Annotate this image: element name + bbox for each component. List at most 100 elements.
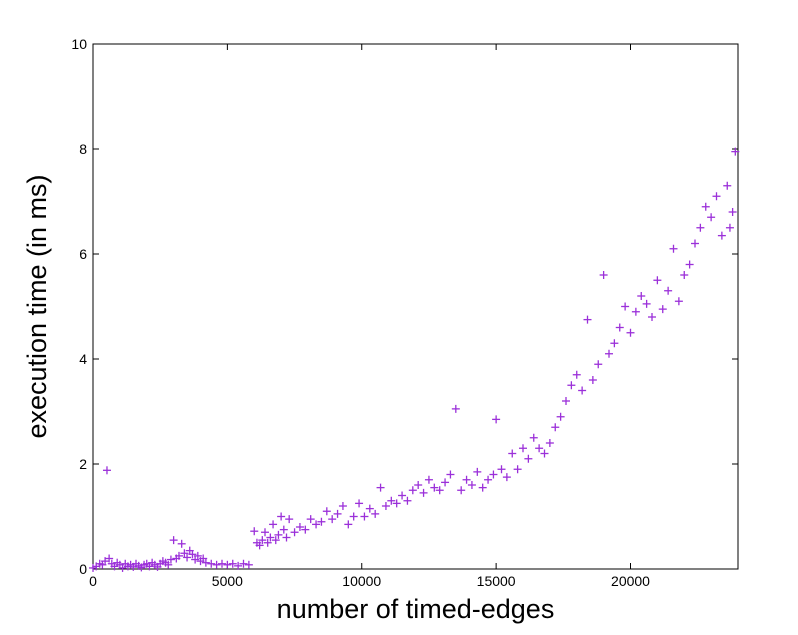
data-point bbox=[497, 465, 506, 474]
data-point bbox=[398, 491, 407, 500]
data-point bbox=[502, 473, 511, 482]
plot-area bbox=[92, 43, 739, 570]
data-point bbox=[355, 499, 364, 508]
data-point bbox=[529, 433, 538, 442]
data-point bbox=[344, 520, 353, 529]
data-point bbox=[492, 415, 501, 424]
data-point bbox=[360, 512, 369, 521]
data-point bbox=[648, 313, 656, 321]
data-point bbox=[701, 202, 710, 211]
data-point bbox=[263, 538, 272, 547]
data-point bbox=[285, 515, 294, 524]
data-point bbox=[637, 292, 646, 300]
data-point bbox=[306, 515, 315, 524]
data-point bbox=[349, 512, 358, 521]
data-point bbox=[105, 554, 114, 563]
data-point bbox=[605, 349, 613, 358]
data-point bbox=[228, 559, 237, 568]
data-point bbox=[381, 502, 390, 510]
data-point bbox=[435, 486, 444, 495]
y-tick-label: 2 bbox=[79, 456, 87, 472]
data-point bbox=[545, 439, 554, 447]
data-point bbox=[261, 528, 269, 537]
data-point bbox=[540, 449, 549, 458]
x-axis-label: number of timed-edges bbox=[277, 594, 555, 624]
data-point bbox=[166, 555, 175, 564]
data-point bbox=[201, 558, 210, 567]
data-point bbox=[403, 496, 412, 505]
data-point bbox=[271, 536, 280, 545]
data-point bbox=[424, 475, 433, 484]
data-point bbox=[183, 553, 192, 562]
data-point bbox=[199, 554, 208, 563]
data-point bbox=[535, 444, 544, 453]
x-tick-label: 15000 bbox=[477, 573, 516, 589]
data-point bbox=[180, 549, 189, 558]
data-point bbox=[562, 397, 570, 405]
data-point bbox=[322, 507, 331, 516]
data-point bbox=[277, 512, 286, 521]
y-tick-label: 10 bbox=[71, 36, 87, 52]
data-point bbox=[578, 386, 587, 395]
data-point bbox=[473, 467, 482, 476]
data-point bbox=[451, 404, 460, 413]
data-point bbox=[290, 528, 299, 537]
data-point bbox=[295, 523, 304, 531]
data-point bbox=[392, 499, 401, 508]
data-point bbox=[365, 504, 374, 513]
data-point bbox=[524, 454, 533, 463]
data-point bbox=[239, 559, 248, 568]
data-point bbox=[551, 423, 560, 432]
data-point bbox=[594, 360, 603, 369]
data-point bbox=[717, 231, 726, 240]
data-point bbox=[489, 470, 498, 479]
data-point bbox=[664, 286, 673, 295]
data-point bbox=[583, 315, 592, 324]
data-point bbox=[467, 481, 476, 489]
data-point bbox=[519, 444, 527, 453]
data-point bbox=[312, 520, 321, 529]
data-point bbox=[223, 560, 232, 569]
data-point bbox=[567, 381, 576, 390]
data-point bbox=[282, 533, 291, 542]
x-tick-label: 0 bbox=[89, 573, 97, 589]
data-point bbox=[615, 323, 624, 332]
data-point bbox=[446, 470, 455, 479]
data-point bbox=[441, 478, 450, 487]
data-point bbox=[207, 559, 216, 568]
data-point bbox=[696, 223, 705, 232]
y-axis: 0 2 4 6 8 10 bbox=[71, 36, 738, 577]
data-point bbox=[301, 525, 310, 534]
data-point bbox=[457, 486, 466, 495]
data-point bbox=[478, 483, 487, 492]
data-point bbox=[188, 550, 197, 559]
data-point bbox=[707, 213, 716, 222]
data-point bbox=[610, 339, 619, 348]
data-point bbox=[218, 559, 226, 568]
data-points bbox=[89, 147, 740, 572]
data-point bbox=[599, 271, 608, 279]
data-point bbox=[419, 488, 428, 497]
data-point bbox=[212, 560, 221, 569]
data-point bbox=[250, 527, 259, 536]
data-point bbox=[279, 525, 288, 534]
data-point bbox=[408, 486, 417, 495]
data-point bbox=[725, 223, 734, 232]
y-axis-label: execution time (in ms) bbox=[22, 174, 52, 438]
data-point bbox=[193, 551, 202, 560]
y-tick-label: 8 bbox=[79, 141, 87, 157]
data-point bbox=[269, 520, 278, 529]
data-point bbox=[728, 208, 737, 216]
data-point bbox=[328, 515, 337, 524]
data-point bbox=[462, 475, 471, 484]
data-point bbox=[164, 560, 173, 569]
data-point bbox=[642, 299, 651, 308]
data-point bbox=[266, 533, 275, 542]
data-point bbox=[376, 483, 385, 492]
data-point bbox=[669, 244, 678, 253]
data-point bbox=[484, 475, 493, 484]
data-point bbox=[674, 297, 683, 306]
x-axis: 0 5000 10000 15000 20000 bbox=[89, 44, 650, 589]
y-tick-label: 4 bbox=[79, 351, 87, 367]
data-point bbox=[513, 465, 522, 474]
